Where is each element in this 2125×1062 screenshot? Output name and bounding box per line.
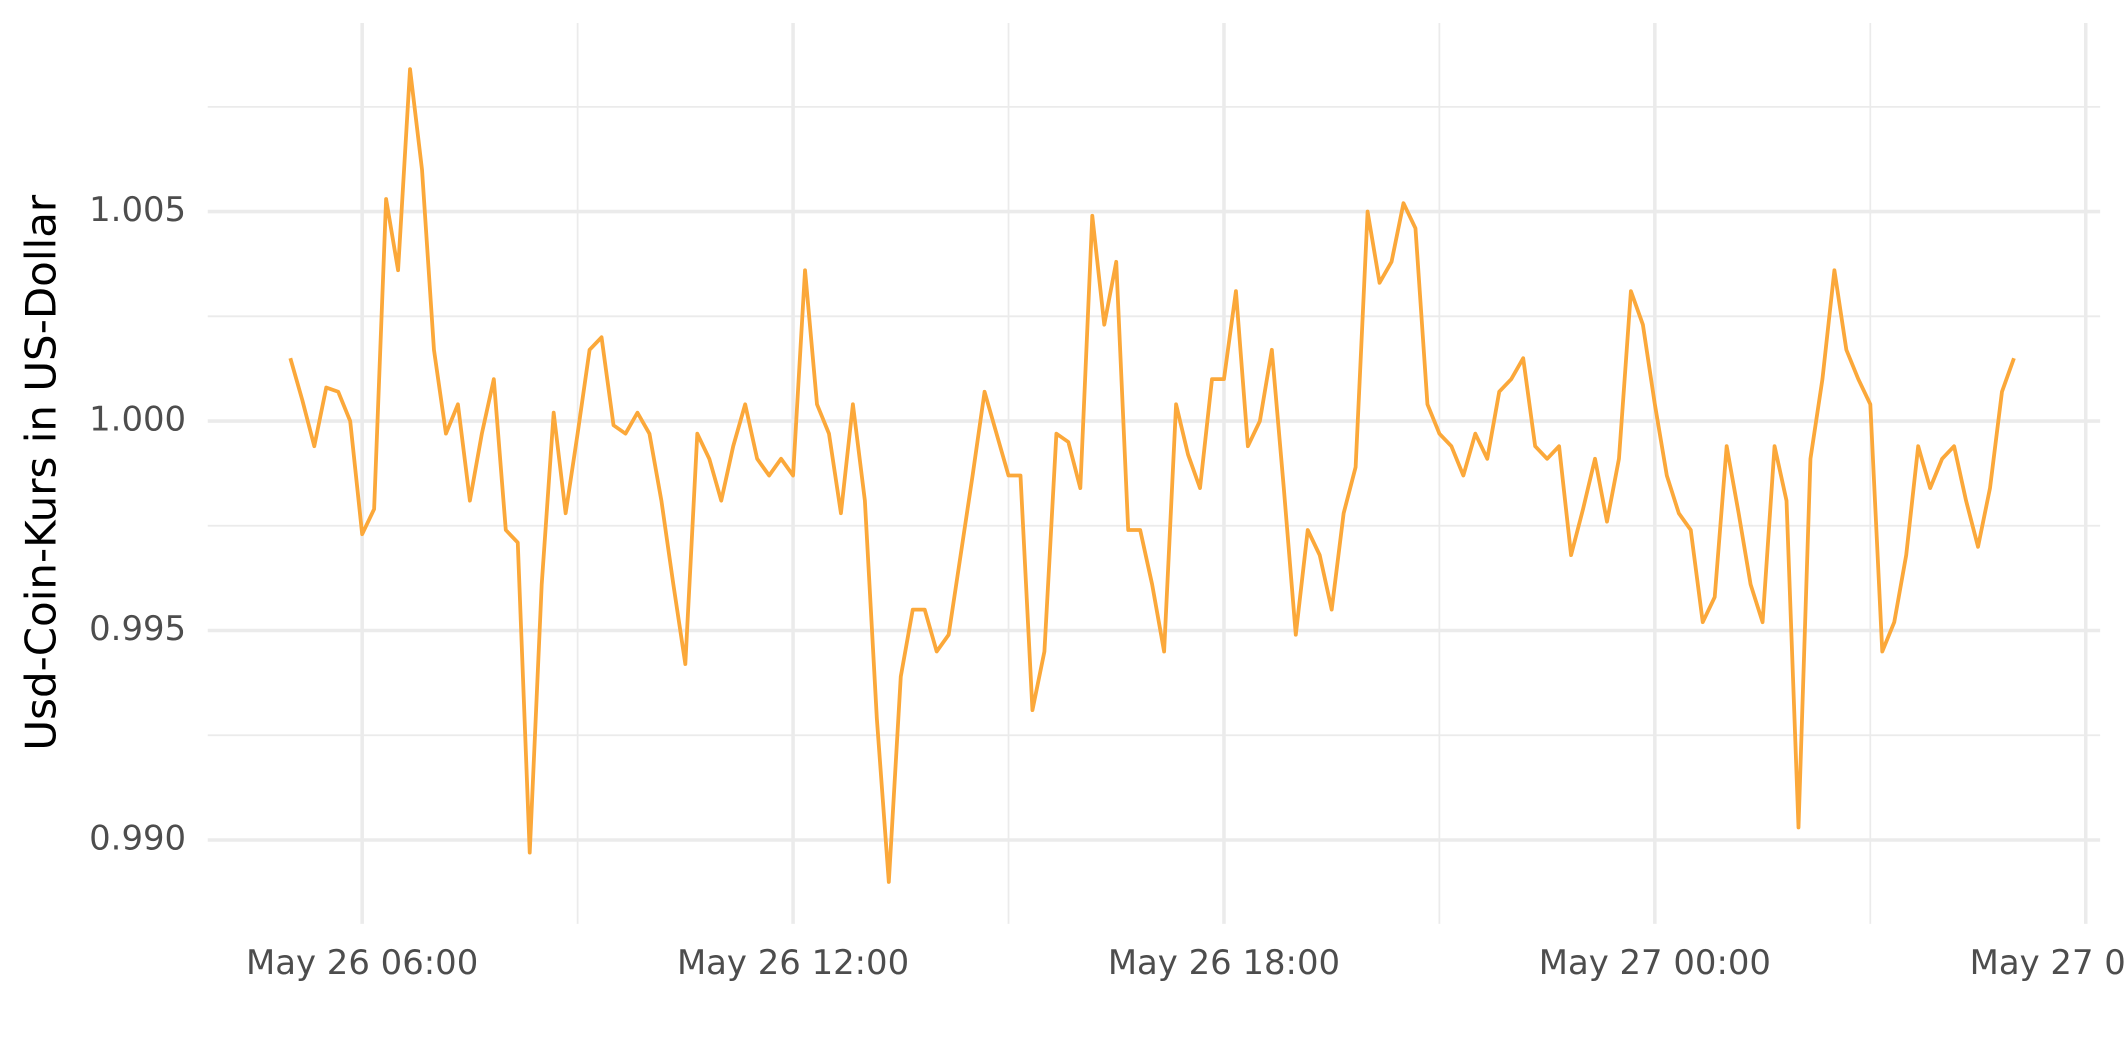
x-tick-label: May 27 00:00 [1539, 943, 1771, 982]
x-tick-label: May 26 12:00 [677, 943, 909, 982]
data-line [288, 67, 2016, 884]
y-axis-label: Usd-Coin-Kurs in US-Dollar [16, 194, 65, 751]
y-tick-label: 0.990 [89, 819, 186, 858]
x-tick-label: May 26 06:00 [246, 943, 478, 982]
x-tick-label: May 26 18:00 [1108, 943, 1340, 982]
y-tick-label: 1.000 [89, 400, 186, 439]
y-tick-label: 1.005 [89, 190, 186, 229]
x-tick-label: May 27 06:00 [1970, 943, 2125, 982]
y-tick-label: 0.995 [89, 609, 186, 648]
